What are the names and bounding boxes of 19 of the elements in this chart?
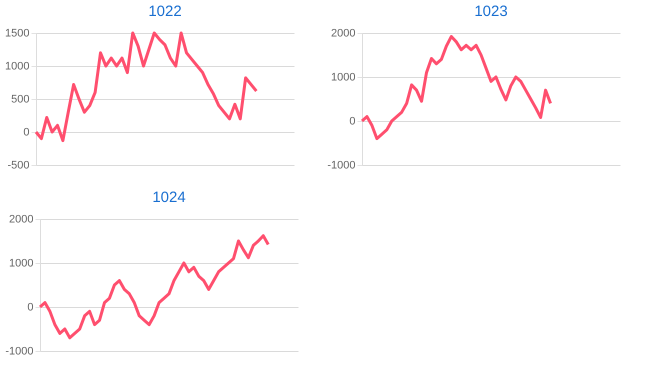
y-tick-label: 1000 bbox=[9, 258, 34, 270]
y-tick-label: -1000 bbox=[327, 160, 356, 172]
chart-title: 1022 bbox=[148, 3, 182, 20]
chart-title: 1023 bbox=[474, 3, 508, 20]
y-tick-label: -1000 bbox=[5, 346, 34, 358]
line-series bbox=[360, 35, 552, 140]
line-series bbox=[38, 234, 270, 340]
y-tick-label: 0 bbox=[27, 302, 34, 314]
y-tick-label: 0 bbox=[349, 116, 356, 128]
y-tick-label: 2000 bbox=[9, 214, 34, 226]
y-tick-label: 1500 bbox=[5, 28, 30, 40]
y-tick-label: -500 bbox=[7, 160, 30, 172]
y-tick-label: 500 bbox=[11, 94, 30, 106]
y-tick-label: 0 bbox=[23, 126, 30, 138]
chart-title: 1024 bbox=[152, 189, 186, 206]
y-tick-label: 1000 bbox=[331, 72, 356, 84]
line-series bbox=[34, 32, 258, 142]
y-tick-label: 1000 bbox=[5, 60, 30, 72]
y-tick-label: 2000 bbox=[331, 28, 356, 40]
